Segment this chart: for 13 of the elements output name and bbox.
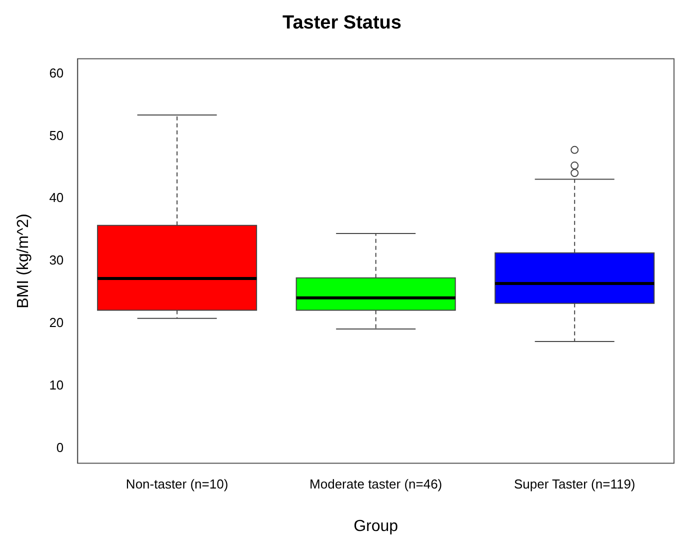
y-axis-title: BMI (kg/m^2) bbox=[15, 214, 32, 308]
x-tick-label: Super Taster (n=119) bbox=[514, 476, 636, 492]
y-tick-label: 0 bbox=[56, 440, 64, 455]
y-tick-label: 50 bbox=[49, 128, 64, 143]
x-tick-label: Moderate taster (n=46) bbox=[310, 476, 442, 492]
y-tick-label: 20 bbox=[49, 314, 64, 330]
x-tick-label: Non-taster (n=10) bbox=[126, 476, 228, 492]
y-tick-label: 40 bbox=[49, 190, 64, 206]
x-axis-title: Group bbox=[354, 518, 398, 535]
y-tick-label: 10 bbox=[49, 377, 64, 392]
chart-title: Taster Status bbox=[282, 12, 402, 34]
y-tick-label: 30 bbox=[49, 252, 64, 268]
y-tick-label: 60 bbox=[49, 65, 64, 80]
